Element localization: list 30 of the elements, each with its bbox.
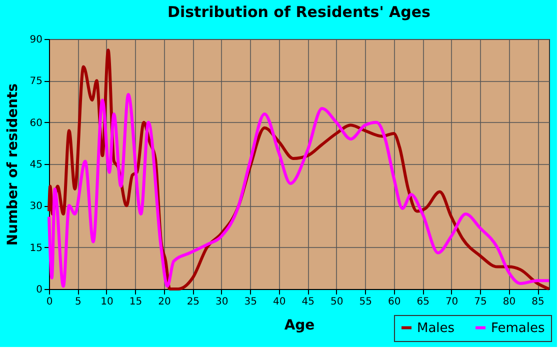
x-tick-label: 70 — [445, 296, 458, 308]
x-tick-label: 0 — [46, 296, 53, 308]
y-tick-label: 30 — [30, 201, 42, 212]
chart-title: Distribution of Residents' Ages — [168, 3, 431, 21]
y-tick-label: 60 — [30, 118, 42, 129]
y-tick-label: 45 — [30, 160, 42, 170]
x-tick-label: 50 — [330, 296, 344, 308]
x-tick-label: 40 — [273, 296, 286, 308]
y-tick-label: 90 — [30, 34, 42, 46]
x-tick-label: 65 — [416, 296, 430, 308]
y-axis-title: Number of residents — [4, 83, 21, 246]
x-tick-label: 20 — [158, 296, 171, 308]
x-tick-label: 60 — [388, 296, 401, 308]
x-tick-label: 5 — [75, 296, 82, 308]
x-tick-label: 75 — [474, 296, 487, 308]
x-tick-label: 10 — [100, 296, 114, 308]
x-tick-label: 35 — [244, 296, 258, 308]
y-tick-label: 0 — [36, 284, 42, 296]
x-tick-label: 15 — [129, 296, 142, 308]
x-tick-label: 55 — [359, 296, 372, 308]
y-tick-label: 75 — [30, 76, 42, 88]
x-tick-label: 25 — [186, 296, 200, 308]
x-tick-label: 30 — [216, 296, 228, 308]
x-tick-label: 85 — [532, 296, 544, 308]
x-tick-label: 80 — [502, 296, 516, 308]
x-tick-label: 45 — [302, 296, 314, 308]
y-tick-label: 15 — [30, 242, 42, 254]
x-axis-title: Age — [284, 318, 315, 334]
legend-label: Males — [417, 320, 455, 336]
legend-label: Females — [491, 320, 546, 336]
